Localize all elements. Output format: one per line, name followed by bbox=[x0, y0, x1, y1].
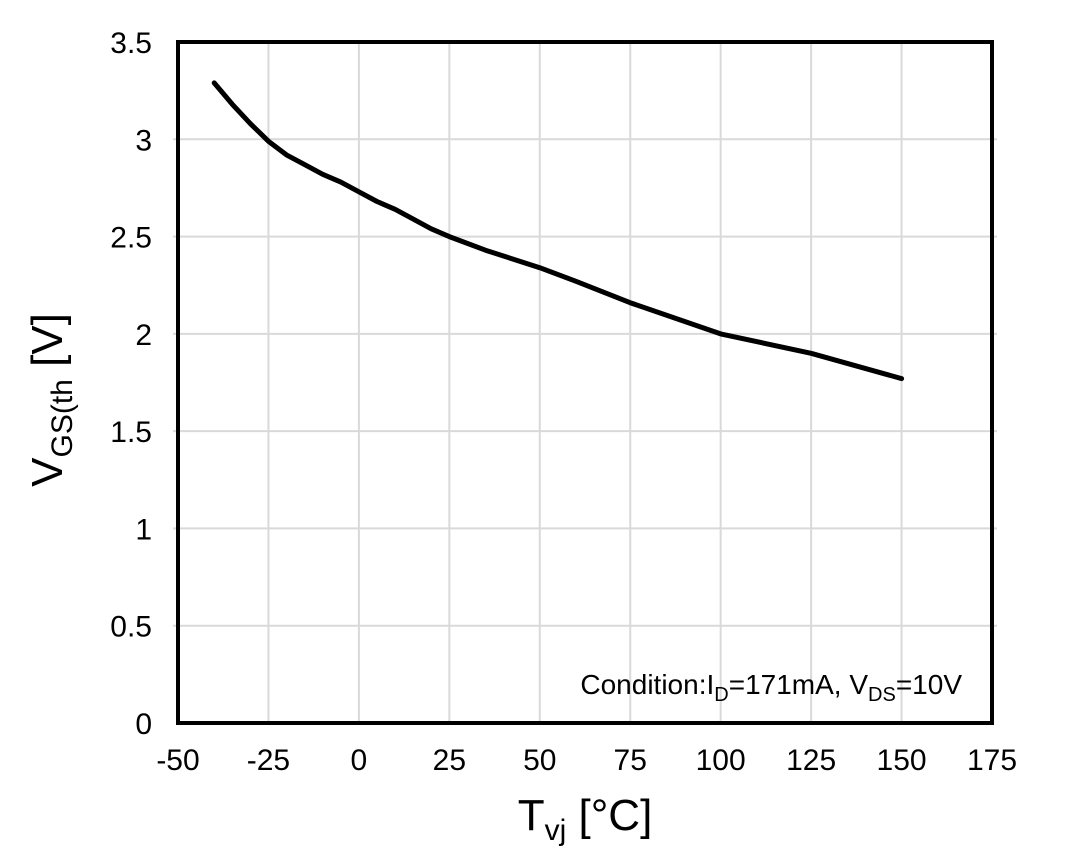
x-axis-label-unit: [°C] bbox=[566, 791, 652, 840]
x-tick-label: -50 bbox=[156, 744, 199, 777]
gridlines bbox=[173, 42, 997, 723]
y-axis-label-subscript: GS(th bbox=[46, 379, 79, 457]
x-tick-label: 50 bbox=[523, 744, 556, 777]
x-tick-label: -25 bbox=[247, 744, 290, 777]
y-tick-label: 2.5 bbox=[110, 222, 152, 255]
x-axis-label-subscript: vj bbox=[545, 814, 567, 847]
y-axis-label-unit: [V] bbox=[23, 313, 72, 379]
plot-border bbox=[176, 40, 994, 725]
x-tick-label: 25 bbox=[433, 744, 466, 777]
y-tick-label: 3 bbox=[135, 124, 152, 157]
x-axis-tick-labels: -50 -25 0 25 50 75 100 125 150 175 bbox=[156, 744, 1017, 777]
y-tick-label: 0 bbox=[135, 708, 152, 741]
x-axis-label: Tvj [°C] bbox=[518, 791, 653, 847]
condition-annotation: Condition:ID=171mA, VDS=10V bbox=[580, 669, 962, 706]
condition-subscript-d: D bbox=[714, 684, 728, 706]
condition-mid: =171mA, V bbox=[729, 669, 869, 700]
x-tick-label: 100 bbox=[696, 744, 746, 777]
y-tick-label: 3.5 bbox=[110, 27, 152, 60]
x-axis-label-symbol: T bbox=[518, 791, 545, 840]
y-axis-tick-labels: 0 0.5 1 1.5 2 2.5 3 3.5 bbox=[110, 27, 152, 741]
y-tick-label: 0.5 bbox=[110, 611, 152, 644]
y-tick-label: 1 bbox=[135, 513, 152, 546]
condition-suffix: =10V bbox=[896, 669, 962, 700]
x-tick-label: 0 bbox=[351, 744, 368, 777]
x-tick-label: 75 bbox=[614, 744, 647, 777]
condition-prefix: Condition:I bbox=[580, 669, 714, 700]
vgsth-curve bbox=[211, 80, 905, 382]
y-axis-label: VGS(th [V] bbox=[23, 313, 79, 487]
x-tick-label: 175 bbox=[967, 744, 1017, 777]
y-tick-label: 2 bbox=[135, 319, 152, 352]
y-tick-label: 1.5 bbox=[110, 416, 152, 449]
x-tick-label: 125 bbox=[786, 744, 836, 777]
y-axis-label-symbol: V bbox=[23, 457, 72, 487]
condition-subscript-ds: DS bbox=[868, 684, 896, 706]
x-tick-label: 150 bbox=[877, 744, 927, 777]
